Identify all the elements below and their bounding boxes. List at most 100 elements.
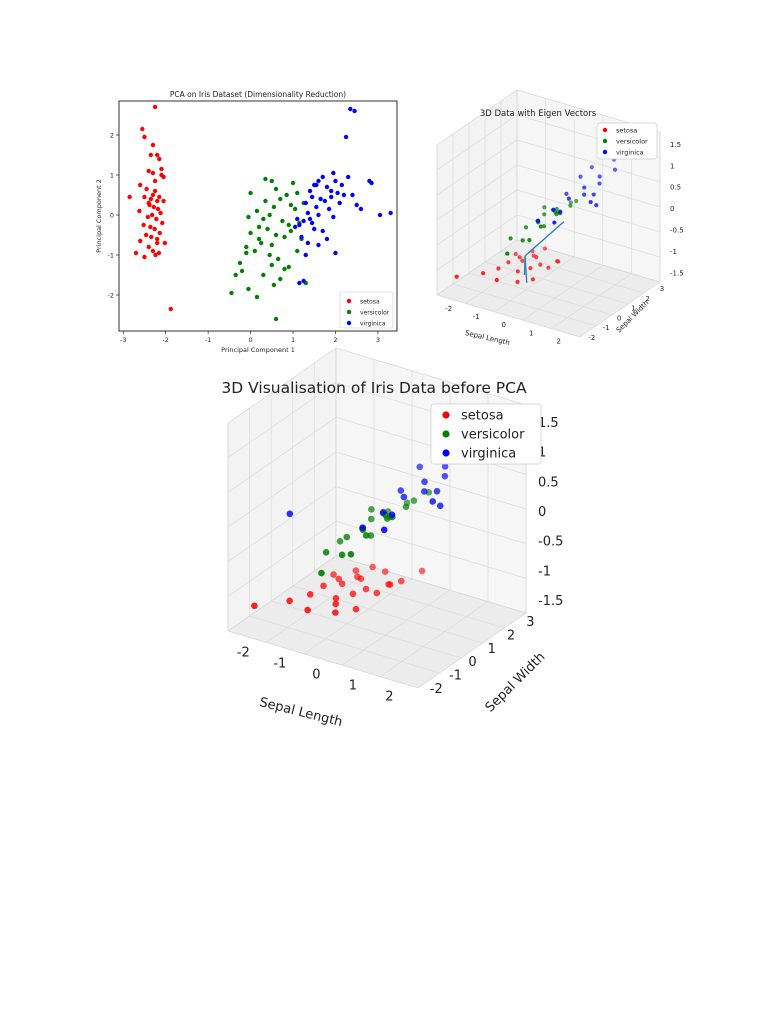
versicolor-point <box>527 238 532 243</box>
chart-title: PCA on Iris Dataset (Dimensionality Redu… <box>170 90 346 99</box>
x-tick-label: 2 <box>333 336 337 344</box>
virginica-point <box>358 206 364 212</box>
eigen-3d-chart: -2 -1 0 1 2 -2 -1 0 1 2 3 1.5 1 0.5 0 -0.5 -1 -1.5 Sepal L… <box>436 89 684 347</box>
setosa-point <box>150 192 156 198</box>
x-tick-label: 3 <box>376 336 380 344</box>
setosa-point <box>397 577 405 585</box>
z-tick-label: -1.5 <box>670 269 684 277</box>
setosa-point <box>386 581 394 588</box>
setosa-point <box>330 571 337 578</box>
setosa-point <box>148 224 153 230</box>
virginica-point <box>335 190 340 196</box>
setosa-point <box>146 168 151 174</box>
legend-label: setosa <box>360 299 380 306</box>
versicolor-point <box>402 503 410 511</box>
setosa-point <box>454 274 459 279</box>
versicolor-point <box>229 290 234 296</box>
virginica-point <box>436 502 444 510</box>
y-tick-label: -1 <box>108 252 114 260</box>
virginica-point <box>558 209 563 214</box>
virginica-point <box>333 178 338 184</box>
y-tick-label: -2 <box>108 292 114 300</box>
virginica-point <box>551 207 556 212</box>
z-tick-label: 0.5 <box>538 475 559 490</box>
versicolor-point <box>347 550 355 558</box>
virginica-point <box>421 478 428 486</box>
x-tick-label: 0 <box>312 667 320 682</box>
y-tick-label: -2 <box>430 682 443 697</box>
y-tick-label: 1 <box>110 172 114 180</box>
eigen-vector <box>524 255 528 283</box>
setosa-point <box>352 605 360 613</box>
setosa-point <box>127 194 132 200</box>
versicolor-point <box>280 218 285 224</box>
versicolor-point <box>541 224 547 229</box>
versicolor-point <box>284 192 289 198</box>
versicolor-point <box>269 178 274 184</box>
virginica-point <box>320 174 325 180</box>
virginica-point <box>564 191 569 196</box>
virginica-point <box>314 182 319 188</box>
setosa-point <box>517 255 522 260</box>
setosa-point <box>534 255 539 260</box>
versicolor-point <box>542 212 547 217</box>
versicolor-point <box>554 212 559 217</box>
setosa-point <box>306 591 314 598</box>
versicolor-point <box>574 198 579 204</box>
versicolor-point <box>261 272 266 278</box>
setosa-point <box>338 580 346 588</box>
z-tick-label: 0 <box>670 205 674 213</box>
virginica-point <box>345 174 351 180</box>
legend-label: virginica <box>360 321 386 328</box>
setosa-point <box>494 277 499 283</box>
setosa-point <box>373 589 381 597</box>
virginica-point <box>312 226 317 232</box>
z-tick-label: -1 <box>538 564 551 579</box>
x-tick-label: 2 <box>557 337 561 345</box>
legend-marker <box>442 411 450 419</box>
virginica-point <box>397 487 405 494</box>
x-axis-label: Sepal Length <box>464 329 510 347</box>
setosa-point <box>154 198 160 204</box>
setosa-point <box>349 590 357 598</box>
legend: setosa versicolor virginica <box>339 291 394 329</box>
setosa-point <box>153 252 158 258</box>
x-tick-label: -2 <box>445 305 452 313</box>
z-tick-label: -0.5 <box>538 535 563 550</box>
setosa-point <box>352 567 360 574</box>
legend-marker <box>442 430 450 438</box>
versicolor-point <box>254 294 260 300</box>
versicolor-point <box>244 244 249 250</box>
z-tick-label: 1.5 <box>538 416 559 431</box>
versicolor-point <box>256 224 262 230</box>
setosa-point <box>520 258 525 263</box>
versicolor-point <box>523 225 529 230</box>
virginica-point <box>305 210 311 216</box>
legend-marker <box>602 138 608 144</box>
virginica-point <box>339 182 345 188</box>
setosa-point <box>157 230 162 236</box>
virginica-point <box>369 180 374 186</box>
versicolor-point <box>263 176 268 182</box>
x-tick-label: -2 <box>162 336 168 344</box>
setosa-point <box>142 254 147 260</box>
versicolor-point <box>410 497 418 504</box>
setosa-point <box>418 567 426 575</box>
virginica-point <box>388 210 393 216</box>
virginica-point <box>297 280 302 286</box>
setosa-point <box>286 597 293 605</box>
gridline <box>227 521 527 597</box>
legend-marker <box>346 309 352 315</box>
setosa-point <box>530 277 535 282</box>
x-tick-label: 0 <box>502 321 506 329</box>
legend-marker <box>602 149 608 155</box>
virginica-point <box>380 526 388 534</box>
setosa-point <box>137 208 142 214</box>
virginica-point <box>441 472 449 480</box>
setosa-point <box>513 251 518 257</box>
virginica-point <box>377 212 383 218</box>
setosa-point <box>304 606 311 614</box>
setosa-point <box>154 152 160 158</box>
